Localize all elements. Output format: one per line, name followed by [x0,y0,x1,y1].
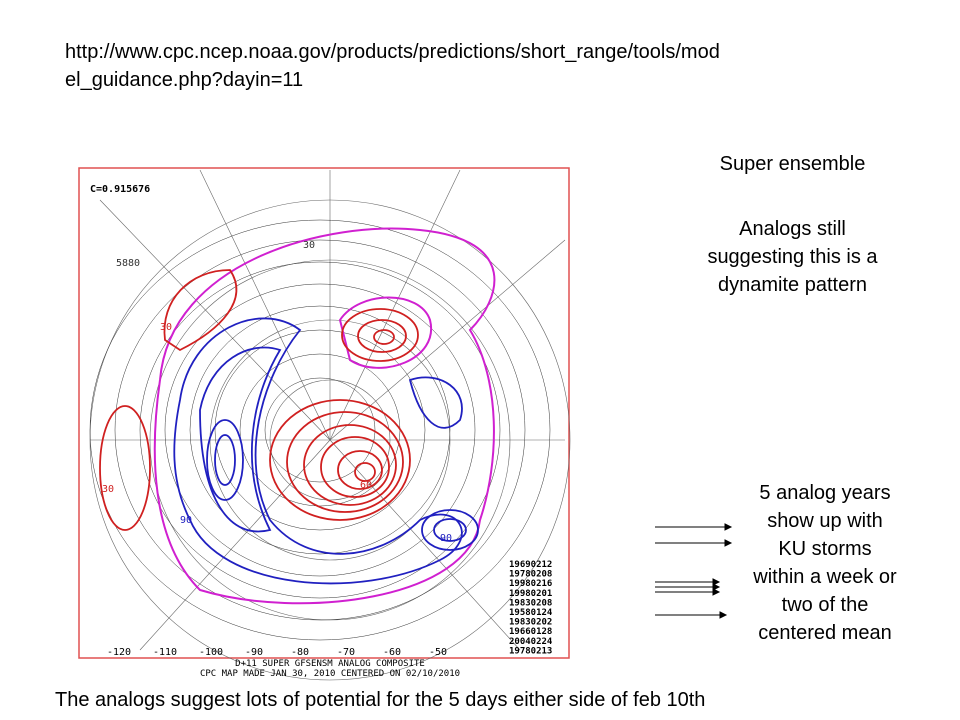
analog-date: 19830208 [509,598,552,608]
map-frame [78,167,570,659]
longitude-label: -100 [199,647,223,658]
zero-contours [153,227,496,605]
contour-label: 90 [440,533,452,544]
note-line: 5 analog years [759,482,891,504]
analogs-note: Analogs still suggesting this is a dynamit… [680,215,905,299]
contour-label: 60 [360,480,372,491]
longitude-label: -110 [153,647,177,658]
contour-label: 90 [180,515,192,526]
analog-date: 19660128 [509,627,552,637]
url-text: http://www.cpc.ncep.noaa.gov/products/pr… [65,38,720,94]
correlation-label: C=0.915676 [90,184,150,195]
analog-date: 19980216 [509,579,552,589]
analog-date: 19690212 [509,560,552,570]
contour-label: 30 [102,484,114,495]
longitude-labels: -120 -110 -100 -90 -80 -70 -60 -50 [107,647,447,658]
longitude-label: -70 [337,647,355,658]
note-line: within a week or [753,566,897,588]
note-line: two of the [781,594,869,616]
analog-date: 19580124 [509,608,553,618]
longitude-label: -50 [429,647,447,658]
longitude-label: -90 [245,647,263,658]
map-grid [89,169,571,681]
url-line: el_guidance.php?dayin=11 [65,69,304,91]
positive-contours [99,269,419,531]
analog-date: 19780213 [509,646,552,656]
heading: Super ensemble [719,153,866,175]
negative-contours [173,317,479,585]
analog-dates: 1969021219780208199802161998020119830208… [509,560,553,656]
longitude-label: -60 [383,647,401,658]
analog-date: 19780208 [509,570,552,580]
map-footer: CPC MAP MADE JAN 30, 2010 CENTERED ON 02… [200,669,460,679]
longitude-label: -120 [107,647,131,658]
years-note: 5 analog years show up with KU storms withi… [725,479,925,647]
url-line: http://www.cpc.ncep.noaa.gov/products/pr… [65,41,720,63]
note-line: centered mean [758,622,892,644]
contour-label: 30 [303,240,315,251]
caption: The analogs suggest lots of potential fo… [55,689,706,711]
note-line: Analogs still [739,218,846,240]
contour-label: 5880 [116,258,140,269]
note-line: suggesting this is a [707,246,878,268]
contour-label: 30 [160,322,172,333]
note-line: show up with [767,510,883,532]
note-line: KU storms [778,538,872,560]
analog-date: 19830202 [509,618,552,628]
analog-date: 19980201 [509,589,552,599]
note-line: dynamite pattern [718,274,867,296]
longitude-label: -80 [291,647,309,658]
map-footer: D+11 SUPER GFSENSM ANALOG COMPOSITE [235,659,425,669]
arrows [655,523,733,619]
analog-date: 20040224 [509,637,553,647]
